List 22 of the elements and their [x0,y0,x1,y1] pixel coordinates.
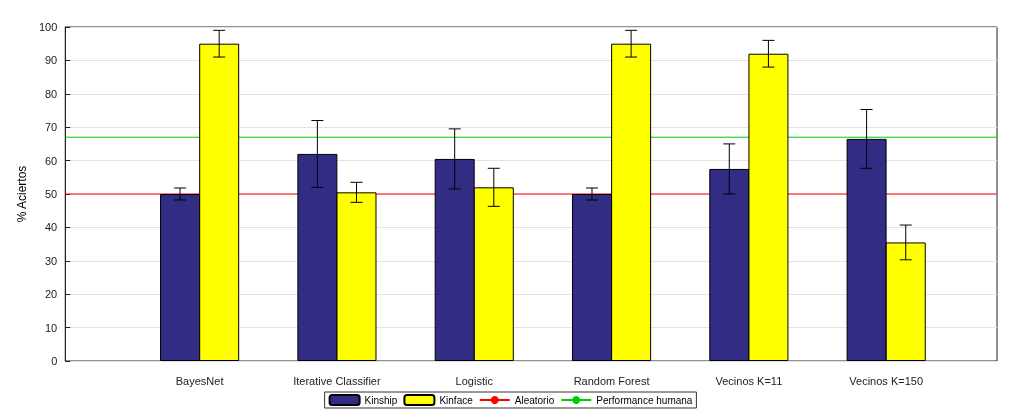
y-tick-label: 50 [45,188,58,200]
legend-label: Kinface [439,394,474,406]
y-tick-label: 100 [38,21,58,33]
y-tick-label: 40 [45,221,58,234]
x-tick-label: Logistic [455,374,494,387]
legend-label: Kinship [364,394,398,406]
legend-label: Performance humana [596,394,693,406]
y-tick-label: 0 [51,355,58,367]
x-tick-label: Vecinos K=11 [715,374,783,387]
y-tick-label: 20 [45,288,58,301]
x-tick-label: BayesNet [175,374,224,387]
x-tick-label: Iterative Classifier [293,374,381,387]
y-tick-label: 90 [45,54,58,67]
y-tick-label: 30 [45,254,58,267]
y-tick-label: 80 [45,87,58,100]
y-tick-label: 60 [45,154,58,167]
x-tick-label: Random Forest [573,374,650,387]
legend-label: Aleatorio [514,394,555,406]
y-axis-title: % Aciertos [15,165,29,223]
x-tick-label: Vecinos K=150 [849,374,924,387]
y-tick-label: 70 [45,121,58,134]
y-tick-label: 10 [45,321,58,334]
